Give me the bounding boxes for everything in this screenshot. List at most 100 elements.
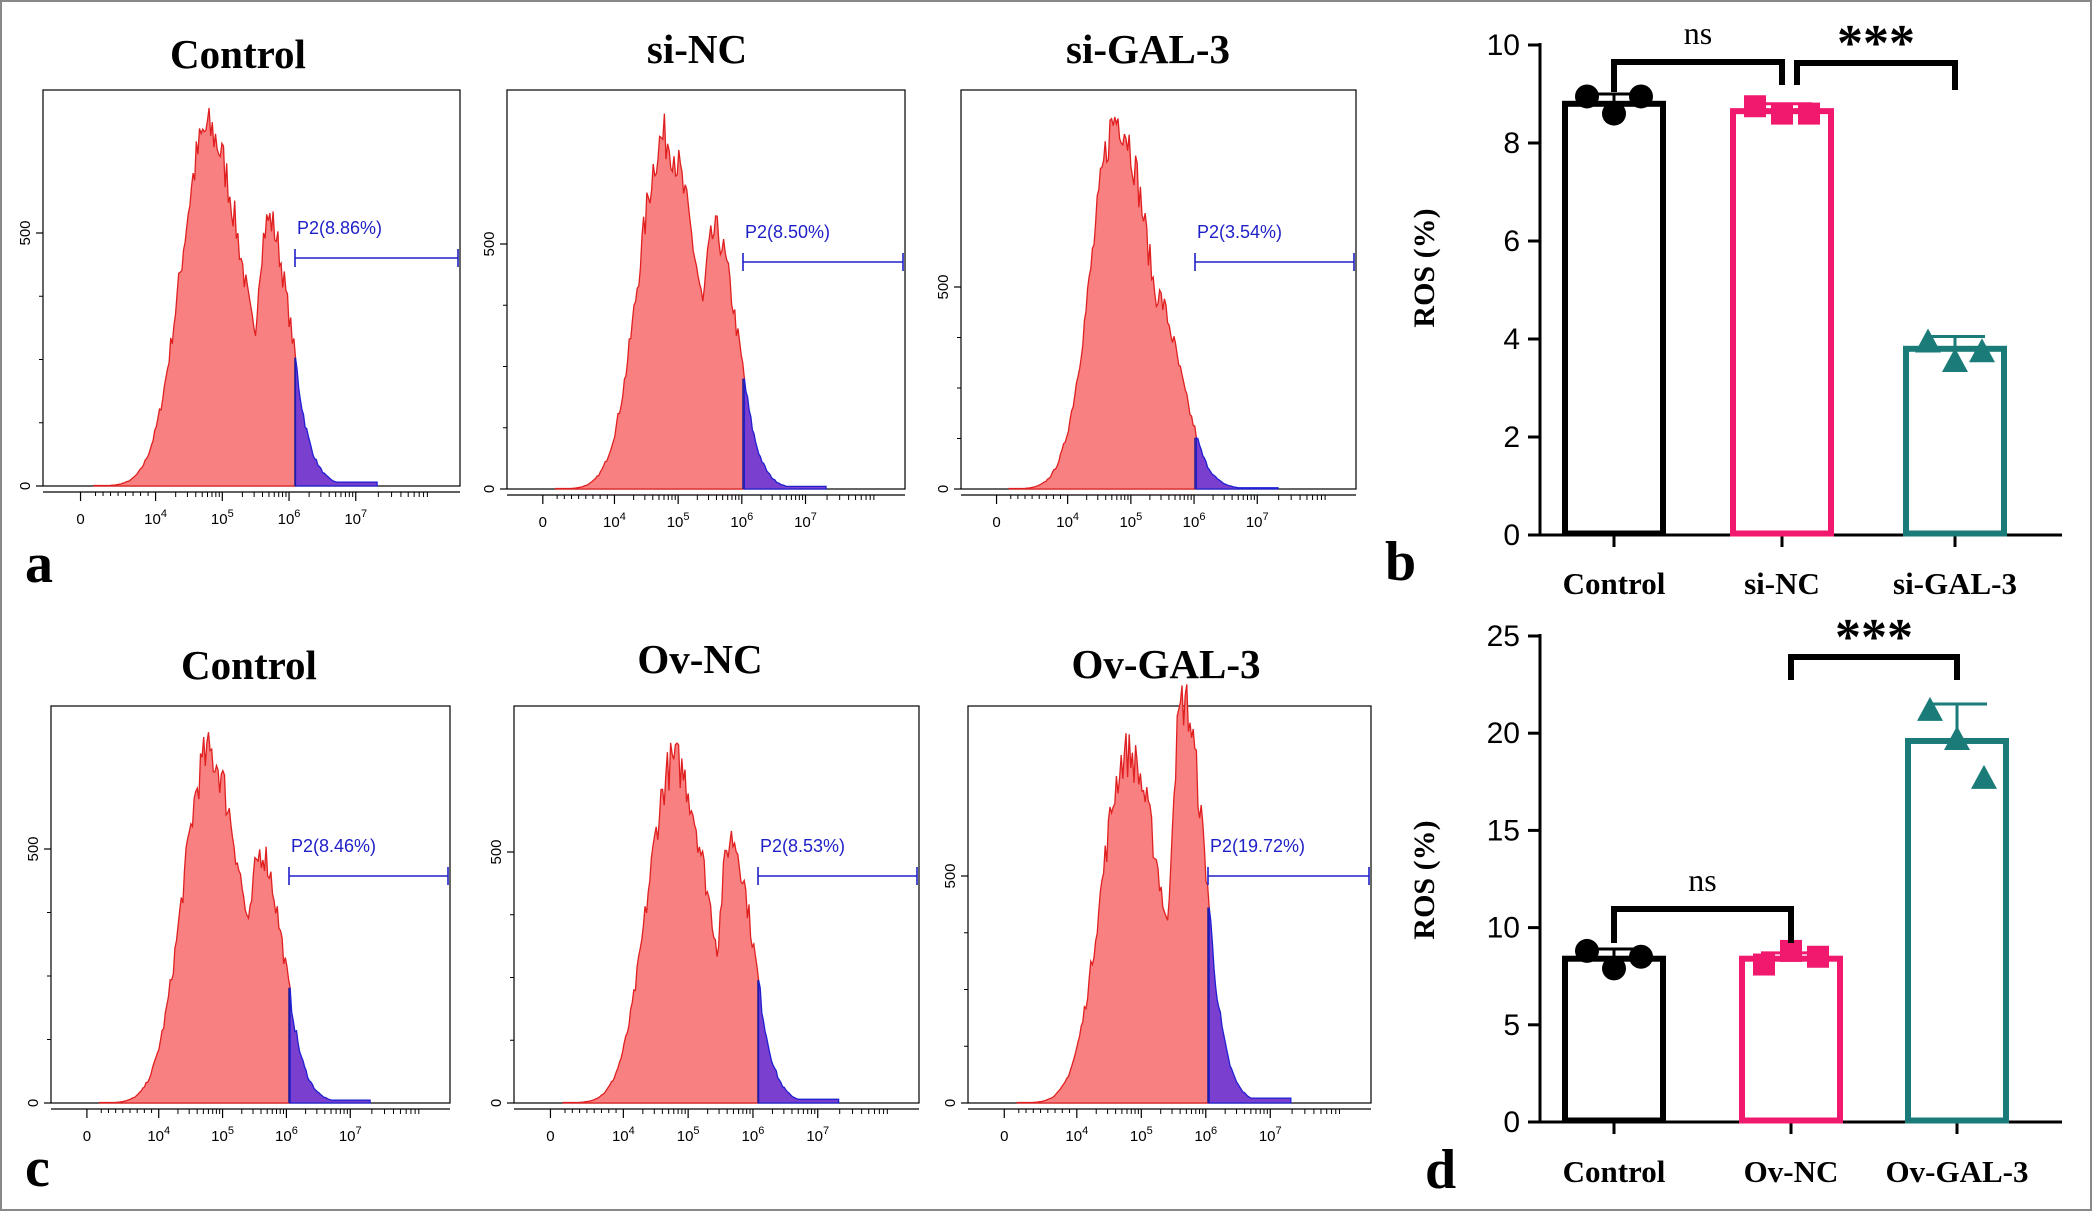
y-tick-label: 0 (488, 1099, 505, 1107)
histogram-area (93, 107, 297, 487)
histogram-2: si-GAL-3 0 104 105 106 107 0 500 P2(3.54%) (935, 26, 1357, 531)
x-tick-label: 106 (278, 508, 301, 528)
category-label: Control (1563, 1154, 1666, 1189)
histogram-area (99, 732, 291, 1104)
gated-area (757, 979, 840, 1104)
histogram-0: Control 0 104 105 106 107 0 500 P2(8.86%) (17, 31, 461, 528)
x-tick-label: 107 (1246, 511, 1269, 531)
histogram-1: si-NC 0 104 105 106 107 0 500 P2(8.50%) (481, 26, 906, 531)
x-tick-label: 104 (147, 1125, 170, 1145)
x-tick-label: 0 (83, 1128, 91, 1145)
x-tick-label: 0 (992, 514, 1000, 531)
gated-area (1208, 907, 1292, 1104)
data-point (1744, 95, 1766, 118)
y-tick-label: 10 (1487, 29, 1520, 62)
y-tick-label: 8 (1503, 127, 1520, 160)
y-tick-label: 6 (1503, 225, 1520, 258)
data-point (1917, 696, 1943, 721)
histogram-5: Ov-GAL-3 0 104 105 106 107 0 500 P2(19.72%) (942, 641, 1372, 1145)
y-axis-label: ROS (%) (1408, 208, 1441, 327)
x-tick-label: 104 (612, 1125, 635, 1145)
gate-label: P2(8.53%) (760, 836, 845, 856)
data-point (1629, 84, 1653, 109)
x-tick-label: 106 (1183, 511, 1206, 531)
histogram-3: Control 0 104 105 106 107 0 500 P2(8.46%) (25, 642, 451, 1145)
data-point (1942, 348, 1968, 373)
significance-bracket (1611, 906, 1794, 943)
y-tick-label: 500 (935, 274, 952, 299)
data-point (1780, 939, 1802, 962)
x-tick-label: 0 (1000, 1128, 1008, 1145)
y-tick-label: 0 (1503, 1106, 1520, 1139)
y-tick-label: 500 (17, 220, 34, 245)
x-tick-label: 104 (603, 511, 626, 531)
significance-label: ns (1684, 15, 1712, 51)
histogram-title: Control (170, 31, 306, 77)
panel-label-c: c (25, 1137, 50, 1199)
x-tick-label: 105 (211, 1125, 234, 1145)
histogram-title: Ov-GAL-3 (1071, 641, 1260, 687)
gate-label: P2(8.46%) (291, 836, 376, 856)
data-point (1807, 945, 1829, 968)
x-tick-label: 105 (211, 508, 234, 528)
data-point (1753, 953, 1775, 976)
y-tick-label: 2 (1503, 421, 1520, 454)
data-point (1771, 102, 1793, 125)
x-tick-label: 107 (1259, 1125, 1282, 1145)
data-point (1971, 764, 1997, 789)
gate-label: P2(19.72%) (1210, 836, 1305, 856)
x-tick-label: 106 (275, 1125, 298, 1145)
histogram-area (1016, 684, 1210, 1104)
data-point (1798, 102, 1820, 125)
x-tick-label: 105 (667, 511, 690, 531)
gated-area (289, 987, 371, 1104)
data-point (1629, 944, 1653, 969)
y-axis-label: ROS (%) (1408, 820, 1441, 939)
histogram-title: Control (181, 642, 317, 688)
histogram-title: si-GAL-3 (1066, 26, 1230, 72)
x-tick-label: 107 (794, 511, 817, 531)
histogram-4: Ov-NC 0 104 105 106 107 0 500 P2(8.53%) (488, 636, 920, 1145)
data-point (1575, 938, 1599, 963)
gated-area (743, 378, 827, 490)
x-tick-label: 104 (144, 508, 167, 528)
x-tick-label: 105 (1119, 511, 1142, 531)
x-tick-label: 0 (546, 1128, 554, 1145)
y-tick-label: 0 (25, 1099, 42, 1107)
y-tick-label: 0 (17, 482, 34, 490)
y-tick-label: 0 (481, 485, 498, 493)
data-point (1575, 84, 1599, 109)
significance-label: *** (1837, 15, 1915, 72)
x-tick-label: 107 (339, 1125, 362, 1145)
y-tick-label: 500 (488, 839, 505, 864)
y-tick-label: 10 (1487, 912, 1520, 945)
histogram-title: si-NC (647, 26, 747, 72)
y-tick-label: 500 (481, 231, 498, 256)
y-tick-label: 500 (942, 863, 959, 888)
data-point (1602, 956, 1626, 981)
x-tick-label: 107 (344, 508, 367, 528)
gate-label: P2(3.54%) (1197, 222, 1282, 242)
category-label: si-GAL-3 (1893, 566, 2017, 601)
significance-label: ns (1688, 862, 1716, 898)
significance-bracket (1794, 60, 1958, 90)
gated-area (1195, 436, 1279, 490)
x-tick-label: 0 (76, 511, 84, 528)
x-tick-label: 106 (742, 1125, 765, 1145)
category-label: Control (1563, 566, 1666, 601)
y-tick-label: 15 (1487, 814, 1520, 847)
histogram-area (562, 742, 760, 1104)
x-tick-label: 105 (1130, 1125, 1153, 1145)
x-tick-label: 106 (730, 511, 753, 531)
histogram-title: Ov-NC (637, 636, 762, 682)
x-tick-label: 107 (806, 1125, 829, 1145)
bar-chart-0: 0 2 4 6 8 10 ROS (%) Control si-NC si-GAL-3 ns *** (1408, 15, 2062, 601)
y-tick-label: 25 (1487, 620, 1520, 653)
y-tick-label: 0 (1503, 519, 1520, 552)
data-point (1602, 101, 1626, 126)
category-label: si-NC (1744, 566, 1820, 601)
significance-bracket (1611, 59, 1785, 92)
panel-label-d: d (1425, 1139, 1456, 1201)
